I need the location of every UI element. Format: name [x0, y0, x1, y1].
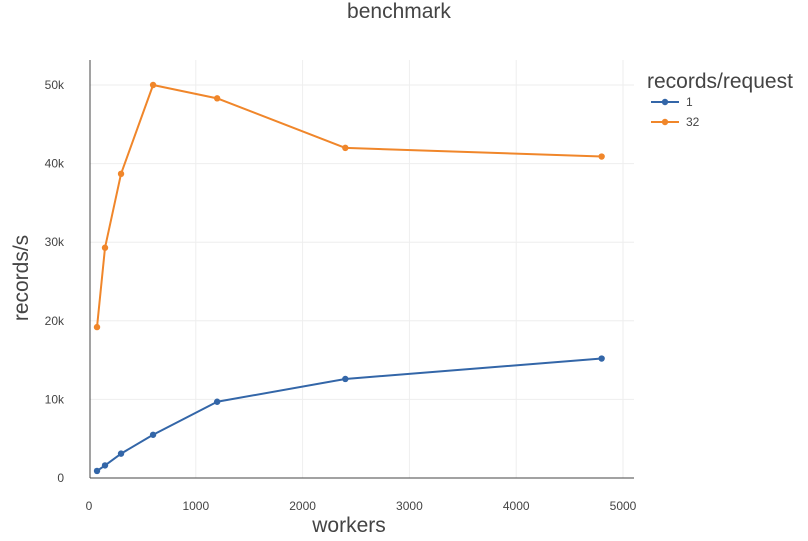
y-tick-label: 20k [45, 314, 65, 328]
axes [89, 60, 634, 479]
y-tick-label: 0 [57, 471, 64, 485]
data-point[interactable] [93, 467, 101, 475]
series-1 [93, 355, 605, 475]
y-axis-title: records/s [10, 235, 33, 321]
legend-marker [661, 118, 669, 126]
series-32 [93, 81, 605, 331]
y-tick-label: 30k [45, 235, 65, 249]
series-layer [93, 81, 605, 475]
data-point[interactable] [342, 144, 349, 152]
data-point[interactable] [149, 431, 157, 438]
x-tick-label: 3000 [396, 499, 423, 513]
legend-marker [661, 98, 669, 106]
series-line [96, 357, 602, 472]
data-point[interactable] [213, 398, 221, 405]
tick-labels: 0 1000 2000 3000 4000 5000 0 10k 20k 30k 40k 50k [45, 78, 637, 513]
legend-item-32[interactable]: 32 [651, 115, 700, 129]
data-point[interactable] [342, 375, 349, 383]
data-point[interactable] [101, 462, 109, 469]
series-line [96, 84, 602, 328]
data-point[interactable] [117, 450, 125, 457]
data-point[interactable] [598, 153, 605, 160]
y-tick-label: 40k [45, 157, 65, 171]
data-point[interactable] [93, 323, 101, 331]
legend-title: records/request [647, 70, 793, 93]
data-point[interactable] [149, 81, 157, 89]
x-tick-label: 4000 [503, 499, 530, 513]
x-tick-label: 1000 [182, 499, 209, 513]
legend-item-1[interactable]: 1 [651, 95, 693, 109]
grid [90, 60, 634, 478]
data-point[interactable] [101, 244, 109, 251]
data-point[interactable] [598, 355, 605, 362]
data-point[interactable] [213, 95, 221, 102]
legend-label: 32 [686, 115, 700, 129]
chart-title: benchmark [347, 0, 451, 23]
legend[interactable]: records/request 1 32 [647, 70, 793, 129]
x-tick-label: 5000 [610, 499, 637, 513]
y-tick-label: 50k [45, 78, 65, 92]
legend-label: 1 [686, 95, 693, 109]
y-tick-label: 10k [45, 392, 65, 406]
data-point[interactable] [117, 170, 125, 178]
x-tick-label: 0 [86, 499, 93, 513]
x-axis-title: workers [311, 514, 386, 537]
x-tick-label: 2000 [289, 499, 316, 513]
